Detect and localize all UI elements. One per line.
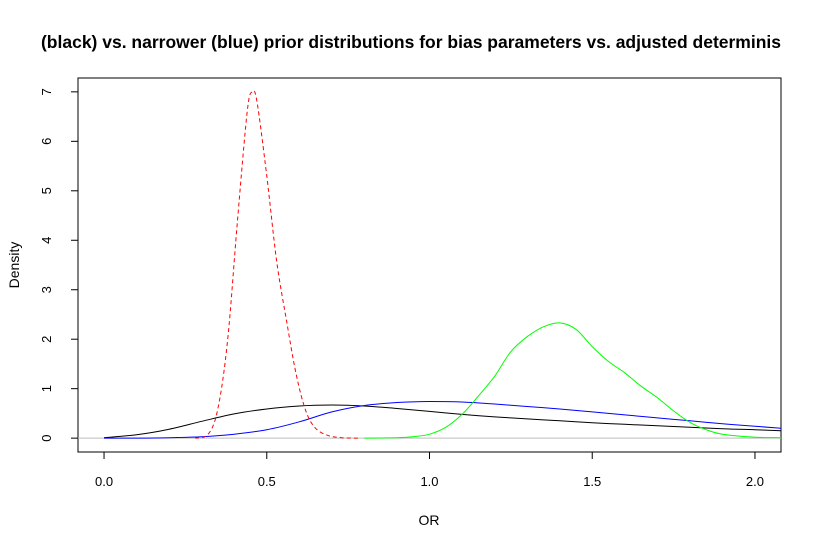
y-tick-label: 1 — [39, 385, 54, 392]
chart-title: (black) vs. narrower (blue) prior distri… — [41, 32, 781, 52]
x-tick-label: 2.0 — [746, 474, 764, 489]
density-series-2 — [103, 400, 782, 439]
y-tick-label: 5 — [39, 187, 54, 194]
density-series-3 — [195, 90, 358, 439]
density-series-1 — [103, 404, 782, 439]
y-axis: 0 1 2 3 4 5 6 7 — [39, 88, 78, 442]
y-tick-label: 6 — [39, 138, 54, 145]
y-tick-label: 4 — [39, 237, 54, 244]
x-tick-label: 0.0 — [95, 474, 113, 489]
y-tick-label: 2 — [39, 336, 54, 343]
x-tick-label: 0.5 — [258, 474, 276, 489]
series-layer — [103, 90, 782, 439]
y-tick-label: 0 — [39, 435, 54, 442]
plot-frame — [77, 77, 782, 453]
density-series-4 — [364, 322, 782, 439]
x-tick-label: 1.0 — [420, 474, 438, 489]
x-axis-label: OR — [419, 512, 440, 528]
y-axis-label: Density — [6, 242, 22, 289]
x-axis: 0.0 0.5 1.0 1.5 2.0 — [95, 452, 764, 489]
y-tick-label: 3 — [39, 286, 54, 293]
y-tick-label: 7 — [39, 88, 54, 95]
x-tick-label: 1.5 — [583, 474, 601, 489]
